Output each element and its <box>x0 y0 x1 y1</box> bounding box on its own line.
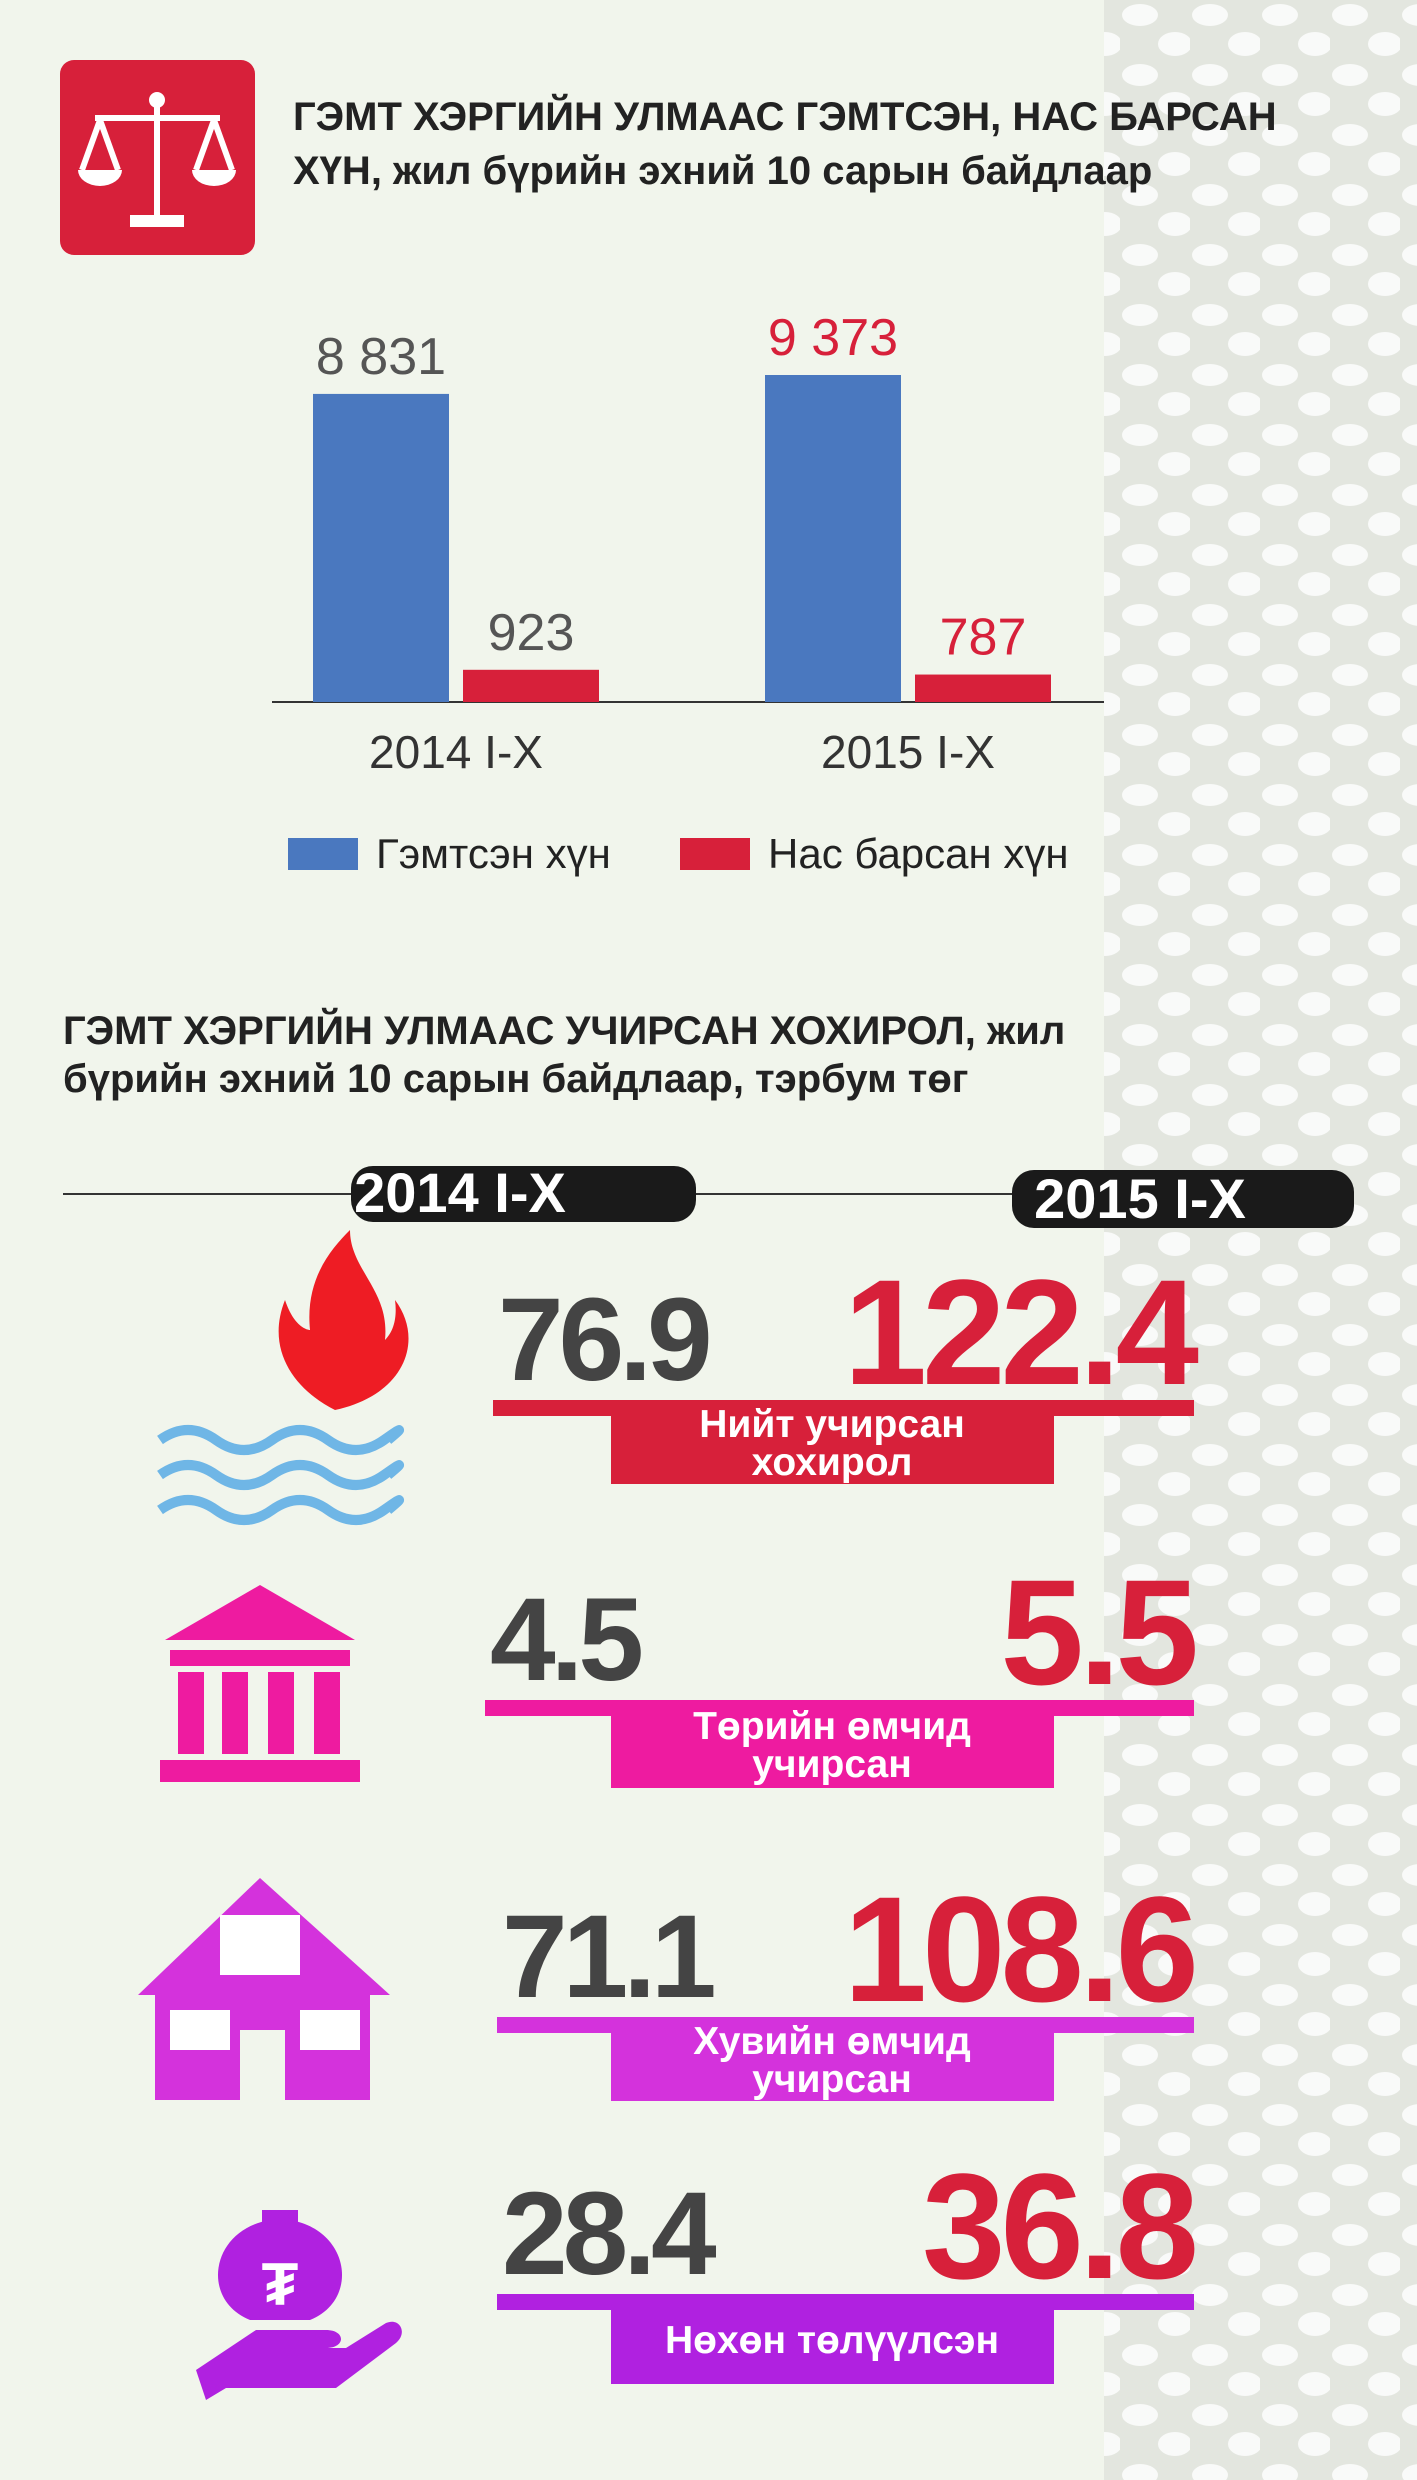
row-label: Хувийн өмчид <box>693 2020 971 2063</box>
value-2015: 122.4 <box>844 1248 1199 1416</box>
bar <box>765 375 901 702</box>
fire-water-icon <box>157 1230 409 1525</box>
label-box <box>611 2294 1054 2384</box>
value-2014: 76.9 <box>498 1274 709 1406</box>
bar <box>463 669 599 702</box>
value-2015: 5.5 <box>1000 1548 1195 1716</box>
row-label: Нийт учирсан <box>699 1403 965 1446</box>
value-2014: 4.5 <box>490 1574 641 1706</box>
legend-label: Нас барсан хүн <box>768 830 1069 877</box>
row-label: учирсан <box>752 1743 912 1786</box>
section-title: ГЭМТ ХЭРГИЙН УЛМААС УЧИРСАН ХОХИРОЛ, жил <box>63 1007 1065 1053</box>
scales-icon <box>60 60 255 255</box>
x-tick-label: 2015 I-X <box>821 726 995 778</box>
svg-text:₮: ₮ <box>262 2251 299 2318</box>
value-2015: 36.8 <box>922 2142 1195 2310</box>
house-icon <box>138 1878 390 2100</box>
year-pill <box>1012 1170 1354 1228</box>
row-label: Төрийн өмчид <box>693 1705 971 1748</box>
value-label: 8 831 <box>316 328 446 386</box>
money-icon: ₮ <box>196 2210 402 2400</box>
bar <box>313 393 449 702</box>
header-title: ГЭМТ ХЭРГИЙН УЛМААС ГЭМТСЭН, НАС БАРСАН <box>293 93 1277 139</box>
legend-swatch <box>288 838 358 870</box>
header-title: ХҮН, жил бүрийн эхний 10 сарын байдлаар <box>293 149 1152 193</box>
label-box <box>611 1400 1054 1484</box>
bar <box>915 674 1051 702</box>
section-title: бүрийн эхний 10 сарын байдлаар, тэрбум т… <box>63 1057 968 1101</box>
label-box <box>611 2017 1054 2101</box>
row-label: Нөхөн төлүүлсэн <box>665 2319 999 2362</box>
row-label: учирсан <box>752 2058 912 2101</box>
value-label: 923 <box>488 604 575 662</box>
x-tick-label: 2014 I-X <box>369 726 543 778</box>
year-pill <box>351 1166 696 1222</box>
row-label: хохирол <box>752 1441 913 1484</box>
year-label: 2015 I-X <box>1034 1167 1246 1230</box>
side-pattern <box>1104 0 1417 2480</box>
value-2014: 71.1 <box>502 1891 714 2023</box>
label-box <box>611 1700 1054 1788</box>
value-2015: 108.6 <box>844 1865 1194 2033</box>
government-icon <box>160 1585 360 1782</box>
value-label: 9 373 <box>768 309 898 367</box>
legend-swatch <box>680 838 750 870</box>
value-2014: 28.4 <box>502 2168 716 2300</box>
legend-label: Гэмтсэн хүн <box>376 830 611 877</box>
year-label: 2014 I-X <box>354 1161 566 1224</box>
value-label: 787 <box>940 609 1027 667</box>
